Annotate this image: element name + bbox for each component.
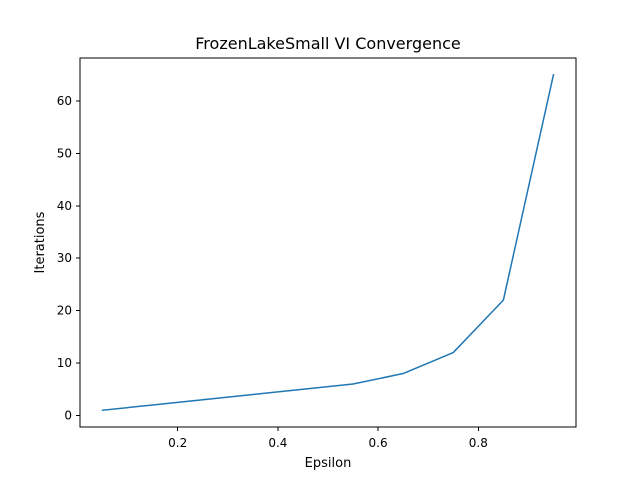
x-axis-label: Epsilon xyxy=(305,456,352,471)
y-tick-label: 10 xyxy=(57,356,72,370)
x-tick-label: 0.6 xyxy=(369,436,388,450)
series-line xyxy=(101,73,555,412)
y-tick-label: 40 xyxy=(57,199,72,213)
axes-frame xyxy=(79,57,577,428)
plot-area xyxy=(79,57,577,428)
chart-title: FrozenLakeSmall VI Convergence xyxy=(195,34,460,53)
x-tick-label: 0.4 xyxy=(268,436,287,450)
y-axis-label: Iterations xyxy=(33,211,48,273)
y-tick-label: 0 xyxy=(64,408,72,422)
x-axis: 0.2 0.4 0.6 0.8 xyxy=(168,427,488,450)
y-tick-label: 30 xyxy=(57,251,72,265)
x-tick-label: 0.2 xyxy=(168,436,187,450)
y-tick-label: 50 xyxy=(57,146,72,160)
series-layer xyxy=(101,73,555,412)
y-tick-label: 60 xyxy=(57,94,72,108)
y-axis: 0 10 20 30 40 50 60 xyxy=(57,94,80,422)
x-tick-label: 0.8 xyxy=(469,436,488,450)
y-tick-label: 20 xyxy=(57,304,72,318)
